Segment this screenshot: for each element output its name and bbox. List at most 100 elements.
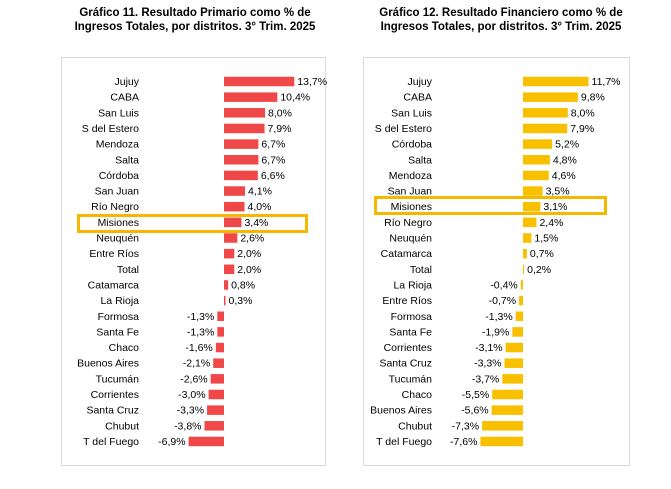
chart-11-bar (224, 264, 235, 275)
chart-12-category-label: S del Estero (375, 123, 432, 135)
chart-11-bar (224, 186, 246, 196)
chart-11-value-label: 2,6% (240, 233, 264, 245)
chart-11-bar (210, 374, 224, 384)
chart-11-value-label: 4,0% (248, 201, 272, 213)
chart-11-title: Gráfico 11. Resultado Primario como % de (79, 7, 311, 19)
chart-12-category-label: Santa Fe (389, 326, 432, 338)
chart-12-value-label: -3,1% (475, 342, 502, 354)
chart-12-bar (523, 170, 549, 181)
chart-12-value-label: -0,4% (490, 279, 517, 291)
chart-11-bar (224, 217, 242, 228)
chart-11-bar (224, 155, 259, 165)
chart-11-category-label: Río Negro (91, 201, 139, 213)
chart-12-category-label: Tucumán (389, 373, 433, 385)
chart-12-category-label: Mendoza (389, 170, 432, 182)
chart-11-category-label: Misiones (98, 217, 139, 229)
chart-12-value-label: 1,5% (534, 233, 558, 245)
chart-11-bar (224, 201, 245, 212)
chart-12-bar (523, 248, 527, 259)
chart-11-bar (215, 342, 224, 353)
chart-12-value-label: 0,7% (530, 248, 554, 260)
chart-11-value-label: -1,6% (185, 342, 212, 354)
chart-12-bar (492, 389, 523, 400)
chart-11-category-label: CABA (110, 92, 139, 104)
chart-12-value-label: 3,1% (543, 201, 567, 213)
chart-11-bar (224, 248, 235, 259)
chart-11-category-label: San Juan (95, 186, 140, 198)
chart-12-category-label: San Juan (388, 186, 433, 198)
chart-11-value-label: -1,3% (187, 311, 214, 323)
chart-12-bar (523, 76, 589, 87)
chart-11-bar (208, 389, 224, 400)
chart-11-category-label: Formosa (98, 311, 140, 323)
chart-11-title-block: Gráfico 11. Resultado Primario como % de… (45, 6, 345, 34)
chart-11-value-label: 6,7% (261, 154, 285, 166)
chart-12-value-label: 0,2% (527, 264, 551, 276)
chart-12-value-label: -1,9% (482, 326, 509, 338)
chart-11-value-label: 3,4% (244, 217, 268, 229)
chart-11-category-label: Catamarca (88, 279, 140, 291)
chart-11-category-label: Tucumán (96, 373, 140, 385)
chart-12-bar (491, 405, 523, 415)
chart-12-category-label: Río Negro (384, 217, 432, 229)
chart-12-value-label: -5,5% (462, 389, 489, 401)
chart-11-category-label: Corrientes (91, 389, 139, 401)
chart-12-category-label: T del Fuego (376, 436, 432, 448)
chart-11-value-label: -3,8% (174, 420, 201, 432)
chart-11-category-label: Buenos Aires (77, 358, 139, 370)
chart-12-category-label: Chaco (402, 389, 433, 401)
chart-11-bar (217, 327, 224, 337)
chart-11-category-label: Chubut (105, 420, 139, 432)
chart-12-category-label: Catamarca (381, 248, 433, 260)
chart-11-value-label: 4,1% (248, 186, 272, 198)
chart-12-value-label: -3,3% (474, 358, 501, 370)
chart-11-bar (224, 139, 259, 149)
chart-11-category-label: La Rioja (100, 295, 139, 307)
chart-11-value-label: 10,4% (280, 92, 310, 104)
chart-12-category-label: Total (410, 264, 432, 276)
chart-12-bar (523, 233, 532, 243)
chart-11-category-label: Total (117, 264, 139, 276)
chart-11-subtitle: Ingresos Totales, por distritos. 3° Trim… (74, 21, 316, 33)
chart-11-value-label: 7,9% (268, 123, 292, 135)
chart-11-category-label: Santa Fe (96, 326, 139, 338)
chart-12-value-label: -7,3% (452, 420, 479, 432)
chart-11-bar (188, 436, 224, 447)
chart-12-category-label: San Luis (391, 107, 432, 119)
chart-11-category-label: Chaco (109, 342, 140, 354)
chart-12-bar (523, 264, 525, 275)
chart-11-frame (61, 57, 326, 466)
chart-11-value-label: 2,0% (237, 248, 261, 260)
chart-11-highlight-box (77, 214, 308, 233)
chart-11-category-label: Salta (115, 154, 139, 166)
chart-12-category-label: Salta (408, 154, 432, 166)
chart-12-category-label: Misiones (391, 201, 432, 213)
chart-12-category-label: Jujuy (407, 76, 432, 88)
chart-12-category-label: Santa Cruz (379, 358, 432, 370)
chart-12-category-label: Buenos Aires (370, 405, 432, 417)
chart-11-category-label: San Luis (98, 107, 139, 119)
chart-11-category-label: Entre Ríos (89, 248, 139, 260)
chart-12-bar (515, 311, 523, 321)
chart-11-value-label: 8,0% (268, 107, 292, 119)
chart-12-value-label: -5,6% (461, 405, 488, 417)
chart-11-bar (224, 108, 266, 118)
chart-11-category-label: Jujuy (114, 76, 139, 88)
chart-12-bar (523, 108, 568, 118)
chart-12-bar (480, 436, 523, 447)
chart-12-value-label: -3,7% (472, 373, 499, 385)
chart-11-value-label: 6,6% (261, 170, 285, 182)
chart-11-bar (204, 421, 224, 431)
chart-11-value-label: 0,3% (229, 295, 253, 307)
chart-11-category-label: T del Fuego (83, 436, 139, 448)
chart-11-bar (213, 358, 224, 368)
chart-12-category-label: Entre Ríos (382, 295, 432, 307)
chart-12-bar (523, 217, 537, 228)
chart-11-bar (224, 295, 226, 306)
chart-11-category-label: Córdoba (99, 170, 139, 182)
chart-11-bar (224, 76, 295, 87)
chart-12-category-label: CABA (403, 92, 432, 104)
chart-12-value-label: 3,5% (546, 186, 570, 198)
chart-11-bar (224, 280, 229, 290)
